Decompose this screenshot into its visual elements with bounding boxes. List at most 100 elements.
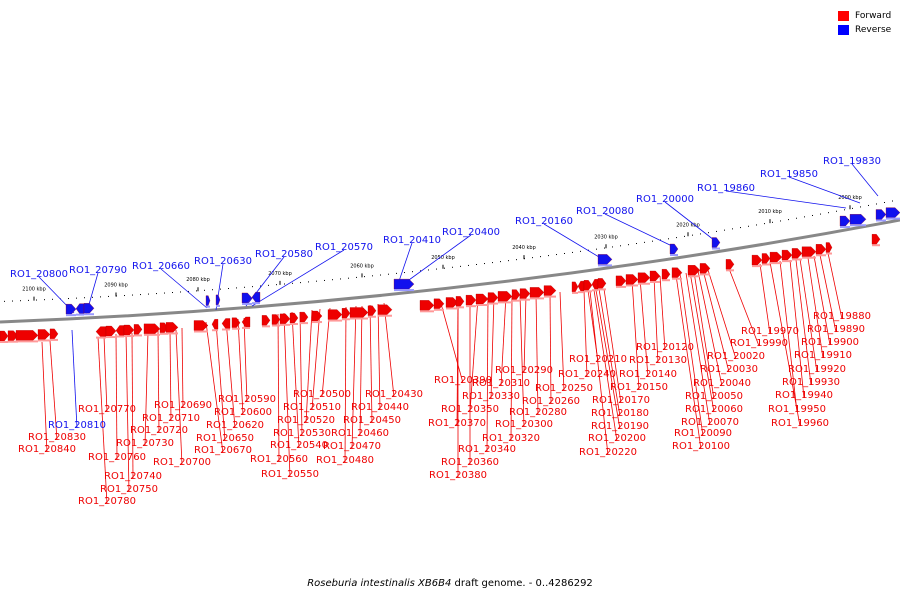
gene-label-ro1-20560: RO1_20560: [250, 454, 308, 465]
gene-label-ro1-19910: RO1_19910: [794, 350, 852, 361]
gene-label-ro1-19990: RO1_19990: [730, 338, 788, 349]
gene-label-ro1-20220: RO1_20220: [579, 447, 637, 458]
minor-tick: [636, 243, 637, 245]
minor-tick: [868, 204, 869, 206]
gene-label-ro1-20430: RO1_20430: [365, 389, 423, 400]
gene-label-ro1-20710: RO1_20710: [142, 413, 200, 424]
gene-label-ro1-19890: RO1_19890: [807, 324, 865, 335]
gene-shadow: [434, 308, 444, 311]
reverse-gene: [215, 294, 221, 306]
leader-line: [519, 294, 525, 428]
caption-organism: Roseburia intestinalis XB6B4: [307, 578, 452, 589]
leader-line: [598, 288, 621, 417]
tick-label: 2090 kbp: [104, 282, 128, 288]
forward-gene: [543, 285, 557, 296]
gene-label-ro1-19880: RO1_19880: [813, 311, 871, 322]
forward-swatch: [838, 11, 849, 21]
legend-forward: Forward: [838, 9, 891, 23]
gene-shadow: [488, 302, 498, 305]
forward-gene: [487, 292, 499, 303]
minor-tick: [132, 294, 133, 296]
legend-reverse: Reverse: [838, 23, 891, 37]
gene-label-ro1-20450: RO1_20450: [343, 415, 401, 426]
reverse-gene: [711, 237, 721, 248]
minor-tick: [556, 254, 557, 256]
leader-line: [49, 340, 58, 441]
leader-line: [251, 249, 345, 307]
leader-line: [500, 294, 507, 387]
forward-gene: [815, 244, 827, 255]
minor-tick: [68, 298, 69, 300]
gene-shadow: [446, 307, 458, 310]
forward-gene: [231, 317, 241, 328]
minor-tick: [36, 299, 37, 301]
minor-tick: [444, 267, 445, 269]
minor-tick: [540, 256, 541, 258]
leader-line: [157, 330, 160, 434]
minor-tick: [124, 295, 125, 297]
gene-label-ro1-20500: RO1_20500: [293, 389, 351, 400]
gene-label-ro1-20510: RO1_20510: [283, 402, 341, 413]
minor-tick: [156, 293, 157, 295]
forward-gene: [825, 242, 833, 253]
forward-gene: [769, 251, 783, 263]
minor-tick: [412, 271, 413, 273]
leader-line: [160, 268, 208, 309]
tick-label: 2010 kbp: [758, 209, 782, 215]
gene-shadow: [466, 305, 476, 308]
reverse-gene: [393, 278, 415, 290]
leader-line: [702, 269, 730, 373]
leader-line: [664, 201, 715, 241]
leader-line: [401, 234, 472, 286]
gene-shadow: [216, 304, 220, 307]
gene-shadow: [700, 273, 710, 276]
forward-gene: [871, 234, 881, 245]
minor-tick: [268, 284, 269, 286]
minor-tick: [372, 275, 373, 277]
leader-line: [144, 331, 149, 447]
forward-gene: [193, 320, 209, 331]
gene-label-ro1-20670: RO1_20670: [194, 445, 252, 456]
reverse-gene: [849, 214, 867, 225]
gene-shadow: [0, 341, 8, 343]
leader-line: [41, 341, 48, 453]
minor-tick: [852, 207, 853, 209]
gene-shadow: [368, 315, 376, 318]
forward-gene: [497, 291, 513, 302]
forward-gene: [699, 263, 711, 274]
minor-tick: [652, 240, 653, 242]
leader-line: [439, 299, 464, 384]
forward-gene: [377, 304, 393, 315]
gene-shadow: [222, 328, 230, 331]
forward-gene: [143, 323, 161, 334]
minor-tick: [828, 212, 829, 214]
gene-label-ro1-20440: RO1_20440: [351, 402, 409, 413]
minor-tick: [28, 299, 29, 301]
minor-tick: [108, 295, 109, 297]
forward-gene: [299, 311, 309, 323]
minor-tick: [52, 298, 53, 300]
leader-line: [819, 254, 837, 333]
forward-gene: [37, 329, 51, 340]
gene-label-ro1-20070: RO1_20070: [681, 417, 739, 428]
leader-line: [807, 257, 824, 359]
minor-tick: [204, 289, 205, 291]
leader-line: [351, 305, 357, 450]
gene-label-ro1-19920: RO1_19920: [788, 364, 846, 375]
minor-tick: [780, 220, 781, 222]
gene-shadow: [8, 340, 18, 343]
minor-tick: [628, 244, 629, 246]
forward-gene: [511, 289, 521, 300]
leader-line: [125, 332, 130, 493]
gene-label-ro1-20470: RO1_20470: [323, 441, 381, 452]
minor-tick: [740, 227, 741, 229]
gene-labels: RO1_19830RO1_19850RO1_19860RO1_20000RO1_…: [10, 156, 881, 507]
leader-line: [727, 265, 760, 347]
minor-tick: [564, 252, 565, 254]
gene-shadow: [66, 314, 76, 317]
reverse-gene: [205, 295, 211, 306]
forward-gene: [341, 308, 351, 319]
gene-label-ro1-20810: RO1_20810: [48, 420, 106, 431]
leader-line: [283, 312, 291, 478]
